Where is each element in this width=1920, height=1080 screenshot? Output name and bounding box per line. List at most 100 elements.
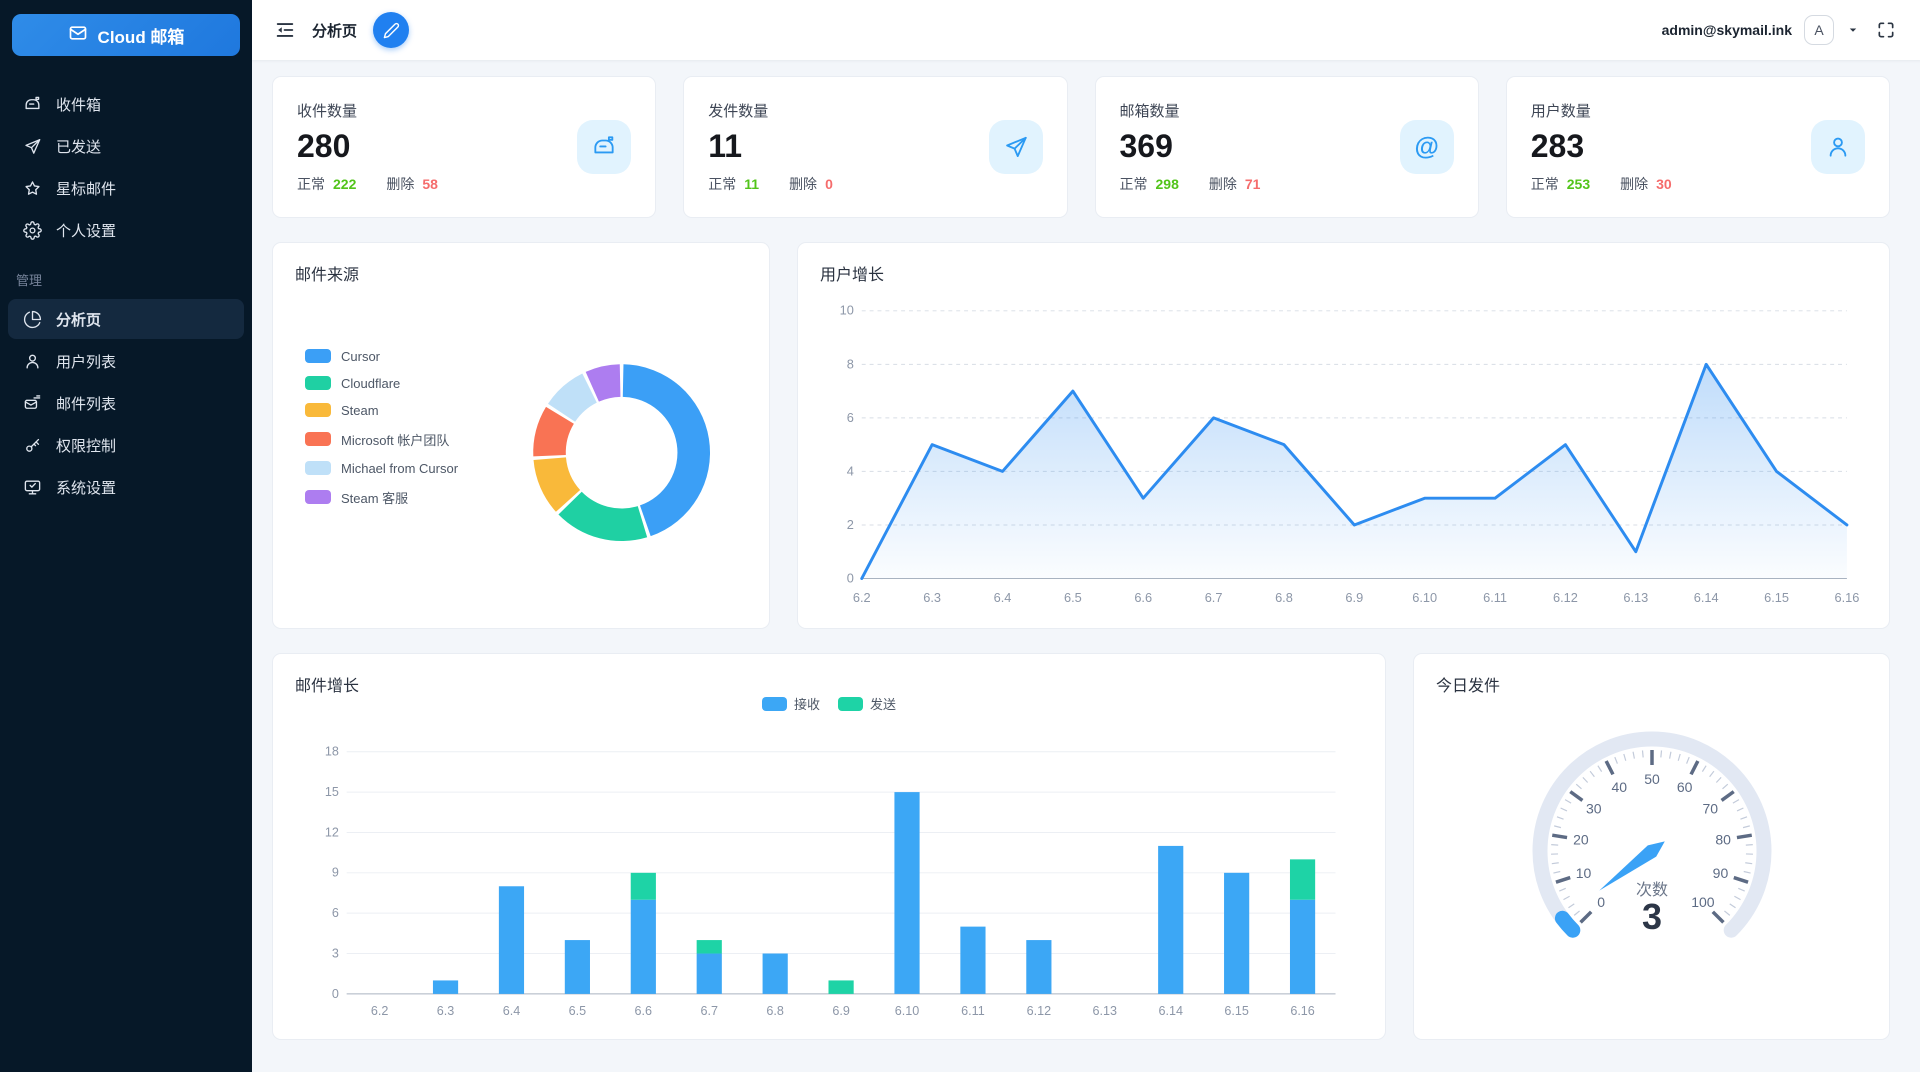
donut-legend-item[interactable]: Microsoft 帐户团队 [305,430,496,449]
svg-text:10: 10 [840,303,854,318]
collapse-sidebar-icon[interactable] [274,19,296,41]
svg-text:6.14: 6.14 [1158,1004,1182,1018]
donut-legend: Cursor Cloudflare Steam Microsoft 帐户团队 Micha… [305,349,496,507]
normal-label: 正常 [1119,176,1148,192]
sidebar-section-label: 管理 [16,273,43,288]
sidebar-nav: 收件箱 已发送 星标邮件 个人设置 管理 分析页 用户列表 邮件列表 [0,66,252,509]
normal-label: 正常 [297,176,325,192]
svg-text:6.13: 6.13 [1093,1004,1117,1018]
normal-label: 正常 [708,176,737,192]
svg-text:6.11: 6.11 [961,1004,985,1018]
sidebar-item-label: 收件箱 [56,96,102,114]
sidebar-item-inbox[interactable]: 收件箱 [8,84,244,124]
svg-text:6.7: 6.7 [700,1004,718,1018]
donut-legend-item[interactable]: Cloudflare [305,376,496,391]
svg-text:6.12: 6.12 [1553,590,1578,605]
pencil-icon [383,22,400,39]
stat-sub: 正常 253 删除 30 [1531,174,1672,194]
normal-value: 253 [1566,176,1591,192]
stat-card-mailboxes: 邮箱数量 369 正常 298 删除 71 @ [1094,76,1479,218]
monitor-icon [22,477,42,497]
legend-label: Microsoft 帐户团队 [341,432,450,448]
svg-text:4: 4 [847,463,854,478]
stat-sub: 正常 11 删除 0 [708,174,833,194]
svg-text:20: 20 [1573,831,1589,847]
mailbox-icon [577,120,632,174]
avatar[interactable]: A [1804,15,1834,45]
send-icon [988,120,1043,174]
sidebar-item-system-settings[interactable]: 系统设置 [8,467,244,507]
card-title: 邮件来源 [295,267,360,284]
svg-text:6.13: 6.13 [1623,590,1648,605]
legend-swatch [305,403,331,417]
legend-label: Steam [341,402,379,418]
card-title: 今日发件 [1436,678,1501,695]
sidebar-item-analytics[interactable]: 分析页 [8,299,244,339]
pie-chart-icon [22,309,42,329]
svg-text:60: 60 [1676,778,1692,794]
deleted-label: 删除 [1620,176,1649,192]
breadcrumb: 分析页 [312,22,358,40]
legend-label: 发送 [870,697,897,712]
donut-legend-item[interactable]: Cursor [305,349,496,364]
sidebar-item-label: 星标邮件 [56,180,117,198]
normal-value: 11 [744,176,760,192]
app-logo[interactable]: Cloud 邮箱 [12,14,240,56]
svg-text:6.8: 6.8 [1275,590,1293,605]
stat-value: 283 [1530,128,1585,164]
donut-legend-item[interactable]: Steam 客服 [305,488,496,507]
stat-value: 280 [297,128,351,164]
normal-label: 正常 [1530,176,1559,192]
svg-text:6.15: 6.15 [1764,590,1789,605]
star-icon [22,178,42,198]
sidebar-item-label: 邮件列表 [56,395,117,413]
sidebar-item-personal-settings[interactable]: 个人设置 [8,210,244,250]
app-title: Cloud 邮箱 [97,27,185,47]
sidebar-item-sent[interactable]: 已发送 [8,126,244,166]
legend-item-send[interactable]: 发送 [838,694,896,713]
svg-text:6.3: 6.3 [437,1004,455,1018]
mail-growth-card: 邮件增长 接收 发送 0 3 6 9 12 15 18 6.2 6.3 6.4 6.5 6.6 6.7 6… [272,653,1386,1040]
svg-text:100: 100 [1691,893,1715,909]
horizontal-scrollbar[interactable] [0,1072,1920,1080]
fullscreen-icon[interactable] [1876,20,1896,40]
main-content: 收件数量 280 正常 222 删除 58 发件数量 11 [252,60,1920,1080]
edit-button[interactable] [373,12,410,48]
deleted-value: 71 [1244,176,1261,192]
svg-text:6.14: 6.14 [1694,590,1719,605]
svg-text:6.10: 6.10 [1412,590,1437,605]
header: 分析页 admin@skymail.ink A [252,0,1920,60]
mailbox-icon [22,94,42,114]
deleted-value: 30 [1656,176,1672,192]
svg-text:6: 6 [332,906,339,920]
today-sent-card: 今日发件 0 10 20 30 40 50 60 70 80 90 100 次数 3 [1413,653,1890,1040]
stat-title: 用户数量 [1530,103,1591,120]
svg-text:0: 0 [847,570,854,585]
svg-text:15: 15 [325,785,339,799]
donut-legend-item[interactable]: Steam [305,403,496,418]
sidebar-item-permissions[interactable]: 权限控制 [8,425,244,465]
sidebar-item-starred[interactable]: 星标邮件 [8,168,244,208]
svg-text:10: 10 [1575,865,1591,881]
svg-text:40: 40 [1611,778,1627,794]
sidebar: Cloud 邮箱 收件箱 已发送 星标邮件 个人设置 管理 分析页 用户列表 [0,0,252,1080]
sidebar-item-user-list[interactable]: 用户列表 [8,341,244,381]
key-icon [22,435,42,455]
user-growth-area-chart: 0 2 4 6 8 10 6.2 6.3 6.4 6.5 6.6 6.7 6.8 6.9 6.10 6.11 6… [840,303,1860,605]
svg-text:6.4: 6.4 [503,1004,521,1018]
svg-text:6.7: 6.7 [1205,590,1223,605]
chevron-down-icon[interactable] [1846,23,1860,37]
svg-text:6.9: 6.9 [832,1004,850,1018]
stat-sub: 正常 222 删除 58 [297,174,438,194]
legend-item-receive[interactable]: 接收 [761,694,820,713]
stat-card-users: 用户数量 283 正常 253 删除 30 [1505,76,1890,218]
svg-text:12: 12 [325,825,339,839]
svg-text:6.4: 6.4 [994,590,1012,605]
sidebar-item-mail-list[interactable]: 邮件列表 [8,383,244,423]
legend-swatch [761,696,787,711]
legend-swatch [305,432,331,446]
legend-swatch [305,376,331,390]
legend-swatch [305,349,331,363]
normal-value: 298 [1155,176,1179,192]
donut-legend-item[interactable]: Michael from Cursor [305,461,496,476]
